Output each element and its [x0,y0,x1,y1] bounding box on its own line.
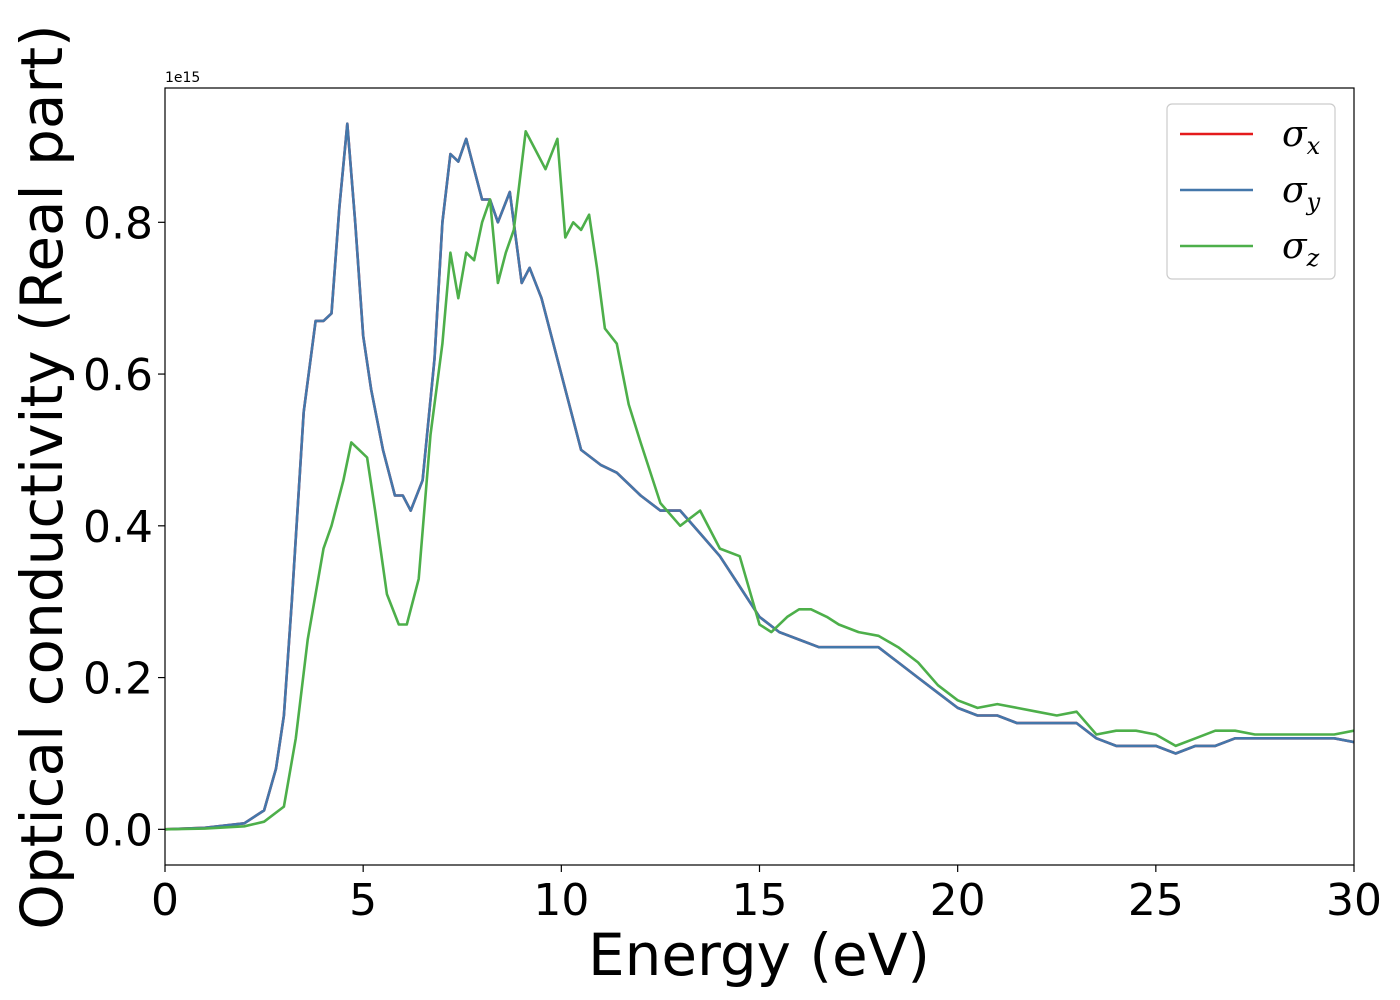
x-tick-label: 20 [930,875,986,926]
x-tick-label: 30 [1326,875,1382,926]
legend-label-z: σz [1282,226,1320,272]
y-tick-label: 0.4 [83,502,153,553]
y-axis: 0.0 0.2 0.4 0.6 0.8 [83,198,165,856]
series-line-z [165,130,1354,831]
y-offset-label: 1e15 [165,70,200,86]
y-tick-label: 0.8 [83,198,153,249]
x-tick-label: 15 [732,875,788,926]
legend: σx σy σz [1166,103,1336,280]
plot-lines [165,122,1354,831]
legend-label-x: σx [1282,114,1321,160]
legend-box [1166,103,1336,280]
x-axis-title: Energy (eV) [588,921,930,989]
x-axis: 0 5 10 15 20 25 30 [151,865,1382,926]
y-axis-title: Optical conductivity (Real part) [8,24,76,929]
series-line-y [165,122,1354,831]
y-tick-label: 0.6 [83,350,153,401]
x-tick-label: 0 [151,875,179,926]
y-tick-label: 0.0 [83,805,153,856]
x-tick-label: 5 [349,875,377,926]
x-tick-label: 25 [1128,875,1184,926]
x-tick-label: 10 [533,875,589,926]
y-tick-label: 0.2 [83,654,153,705]
legend-label-y: σy [1282,170,1321,216]
